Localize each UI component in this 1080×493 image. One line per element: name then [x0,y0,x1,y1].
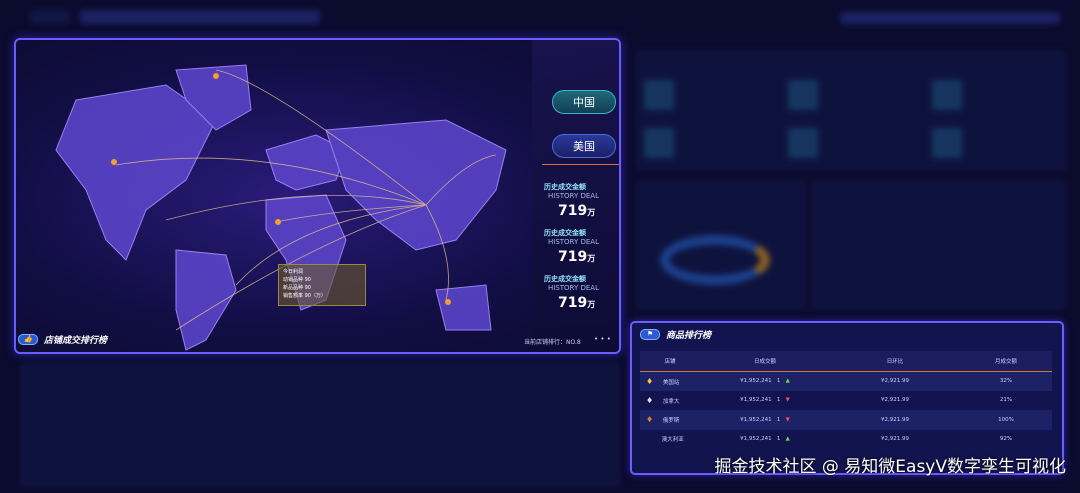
arrow-down-icon: ▼ [785,397,790,404]
table-row[interactable]: ♦ 俄罗斯 ¥1,952,241 1 ▼ ¥2,921.99 100% [640,410,1052,430]
medal-icon: ♦ [646,395,654,405]
monthly-amount: 92% [999,436,1013,443]
daily-ratio: ¥2,921.99 [830,410,960,430]
table-row[interactable]: ♦ 加拿大 ¥1,952,241 1 ▼ ¥2,921.99 21% [640,391,1052,411]
medal-icon: ♦ [646,415,654,425]
arrow-up-icon: ▲ [785,436,790,443]
tooltip-line: 新品品种 90 [283,285,311,291]
col-header: 月成交额 [960,351,1052,372]
stat-subtitle: HISTORY DEAL [548,238,599,246]
stat-history-deal: 历史成交金额 HISTORY DEAL 719万 [544,182,619,219]
watermark: 掘金技术社区 @ 易知微EasyV数字孪生可视化 [714,457,1066,477]
store-name: 俄罗斯 [662,418,680,425]
map-panel-title: 👍 店铺成交排行榜 [18,333,107,346]
col-header: 店铺 [640,351,700,372]
country-button-usa[interactable]: 美国 [552,134,616,158]
stat-title: 历史成交金额 [544,275,586,283]
product-rank-panel: ⚑ 商品排行榜 店铺 日成交额 日环比 月成交额 ♦ 美国站 ¥1,952,24… [630,321,1064,475]
world-map[interactable] [16,40,621,354]
stat-value: 719 [558,203,588,219]
panel-title: 店铺成交排行榜 [44,336,108,346]
arrow-down-icon: ▼ [785,416,790,423]
count: 1 [776,416,781,423]
store-name: 美国站 [662,379,680,386]
more-button[interactable]: • • • [594,335,611,343]
daily-amount: ¥1,952,241 [740,416,772,423]
daily-ratio: ¥2,921.99 [881,436,909,443]
monthly-amount: 21% [999,397,1013,404]
stat-value: 719 [558,249,588,265]
monthly-amount: 32% [960,371,1052,391]
daily-ratio: ¥2,921.99 [830,371,960,391]
daily-amount: ¥1,952,241 [740,378,772,384]
daily-ratio: ¥2,921.99 [881,397,909,404]
rank-table: 店铺 日成交额 日环比 月成交额 ♦ 美国站 ¥1,952,241 1 ▲ ¥2… [640,351,1052,449]
medal-icon: ♦ [646,376,654,386]
count: 1 [776,436,781,443]
divider [542,164,619,165]
stat-subtitle: HISTORY DEAL [548,284,599,292]
stat-unit: 万 [587,208,596,217]
arrow-up-icon: ▲ [785,378,790,384]
panel-title: 商品排行榜 [666,331,712,341]
monthly-amount: 100% [960,410,1052,430]
tooltip-line: 动销品种 90 [283,277,311,283]
stat-title: 历史成交金额 [544,183,586,191]
current-rank: 当前店铺排行：NO.8 [524,339,581,346]
table-row[interactable]: 澳大利亚 ¥1,952,241 1 ▲ ¥2,921.99 92% [640,430,1052,450]
store-name: 加拿大 [662,398,680,405]
col-header: 日成交额 [700,351,830,372]
count: 1 [776,397,781,404]
daily-amount: ¥1,952,241 [740,436,772,443]
tooltip-title: 今日利润 [283,269,304,275]
stat-title: 历史成交金额 [544,229,586,237]
flag-icon: ⚑ [640,329,660,340]
count: 1 [776,378,781,384]
col-header: 日环比 [830,351,960,372]
rank-panel-header: ⚑ 商品排行榜 [640,328,711,341]
country-button-china[interactable]: 中国 [552,90,616,114]
table-row[interactable]: ♦ 美国站 ¥1,952,241 1 ▲ ¥2,921.99 32% [640,371,1052,391]
tooltip-line: 销售额率 90（万） [283,293,326,299]
stat-subtitle: HISTORY DEAL [548,192,599,200]
store-name: 澳大利亚 [661,437,684,444]
stat-unit: 万 [587,300,596,309]
stat-history-deal: 历史成交金额 HISTORY DEAL 719万 [544,274,619,311]
stat-value: 719 [558,295,588,311]
map-tooltip: 今日利润 动销品种 90 新品品种 90 销售额率 90（万） [278,264,366,306]
stat-unit: 万 [587,254,596,263]
map-side-panel: 中国 美国 历史成交金额 HISTORY DEAL 719万 历史成交金额 HI… [532,40,619,352]
daily-amount: ¥1,952,241 [740,397,772,404]
world-map-panel: 今日利润 动销品种 90 新品品种 90 销售额率 90（万） 中国 美国 历史… [14,38,621,354]
thumbs-up-icon: 👍 [18,334,38,345]
stat-history-deal: 历史成交金额 HISTORY DEAL 719万 [544,228,619,265]
